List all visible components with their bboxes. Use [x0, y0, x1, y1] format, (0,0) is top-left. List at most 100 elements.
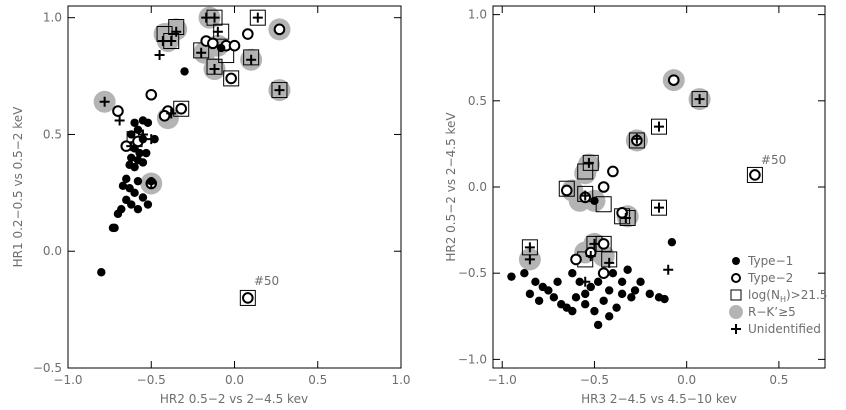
legend-label: Type−1	[747, 254, 793, 268]
filled-circle-marker	[549, 293, 559, 302]
x-tick-label: −0.5	[580, 373, 609, 387]
filled-circle-marker	[593, 277, 603, 287]
filled-circle-marker	[130, 162, 139, 172]
plus-marker	[654, 121, 664, 132]
x-tick-label: 0.0	[677, 373, 696, 387]
filled-circle-marker	[135, 148, 144, 158]
filled-circle-marker	[667, 237, 677, 247]
open-circle-marker	[145, 88, 158, 101]
legend-label: Unidentified	[748, 322, 821, 336]
filled-circle-marker	[581, 289, 590, 299]
open-circle-marker	[175, 102, 188, 115]
filled-circle-marker	[617, 289, 627, 299]
filled-circle-marker	[130, 118, 139, 127]
box-marker	[691, 91, 708, 108]
filled-circle-marker	[599, 296, 608, 305]
filled-circle-marker	[122, 174, 131, 184]
box-marker	[271, 82, 288, 99]
plus-marker	[580, 276, 591, 287]
filled-circle-marker	[636, 277, 645, 287]
open-circle-marker	[607, 165, 619, 178]
y-tick-label: 1.0	[468, 8, 487, 22]
filled-circle-marker	[590, 306, 599, 316]
plus-marker	[146, 134, 157, 145]
box-marker	[582, 154, 599, 171]
filled-circle-marker	[520, 268, 529, 278]
x-tick-label: 0.5	[308, 373, 327, 387]
open-circle-marker	[242, 292, 254, 304]
box-marker	[628, 132, 645, 149]
open-circle-marker	[749, 169, 761, 181]
open-circle-marker	[112, 105, 124, 117]
plus-marker	[154, 50, 165, 61]
plus-marker	[171, 26, 182, 37]
open-circle-marker	[273, 23, 286, 36]
filled-circle-marker	[538, 282, 547, 292]
plus-marker	[604, 257, 615, 268]
filled-circle-marker	[133, 204, 143, 214]
box-marker	[223, 70, 240, 87]
filled-circle-marker	[623, 265, 632, 274]
legend-open-circle	[731, 273, 741, 283]
filled-circle-marker	[568, 306, 577, 316]
open-circle-marker	[597, 181, 610, 193]
filled-circle-marker	[575, 277, 584, 287]
y-tick-label: 0.5	[43, 127, 62, 141]
box-marker	[239, 289, 256, 306]
y-tick-label: 0.5	[468, 94, 487, 108]
filled-circle-marker	[143, 118, 153, 127]
y-tick-label: 1.0	[43, 11, 62, 25]
filled-circle-marker	[531, 277, 540, 287]
right-y-axis-label: HR2 0.5−2 vs 2−4.5 keV	[444, 112, 458, 262]
filled-circle-marker	[130, 188, 139, 198]
open-circle-marker	[242, 28, 254, 40]
open-circle-marker	[228, 39, 241, 52]
filled-circle-marker	[133, 125, 143, 134]
x-tick-label: 0.5	[769, 373, 788, 387]
right-annotations: #50	[761, 153, 786, 167]
x-tick-label: 0.0	[225, 373, 244, 387]
legend-plus	[731, 324, 741, 334]
legend-label: log(NH)>21.5	[748, 288, 827, 304]
box-marker	[577, 163, 594, 180]
legend: Type−1 Type−2 log(NH)>21.5R−K’≥5 Unidentifi…	[729, 254, 827, 336]
plus-marker	[585, 250, 596, 261]
plus-marker	[209, 12, 220, 23]
plus-marker	[524, 242, 535, 253]
y-tick-label: −0.5	[33, 361, 62, 375]
box-marker	[249, 9, 266, 26]
legend-entry: log(NH)>21.5	[730, 288, 827, 304]
x-tick-label: 1.0	[391, 373, 410, 387]
plus-marker	[583, 157, 594, 168]
left-annotations: #50	[254, 274, 279, 288]
plus-marker	[589, 238, 600, 249]
y-tick-label: −0.5	[458, 266, 487, 280]
right-ticks: −1.0 −0.5 0.0 0.5 −1.0 −0.5 0.0 0.5 1.0	[458, 6, 825, 387]
filled-circle-marker	[216, 43, 226, 53]
y-tick-label: −1.0	[458, 352, 487, 366]
legend-entry: Unidentified	[731, 322, 821, 336]
plus-marker	[246, 54, 257, 65]
plus-marker	[524, 254, 535, 265]
filled-circle-marker	[127, 130, 136, 139]
filled-circle-marker	[553, 277, 562, 287]
box-marker	[746, 166, 763, 183]
filled-circle-marker	[138, 193, 148, 202]
filled-circle-marker	[593, 320, 603, 330]
filled-circle-marker	[605, 312, 614, 321]
plus-marker	[212, 26, 223, 37]
plus-marker	[146, 178, 157, 189]
legend-entry: Type−2	[731, 271, 793, 285]
open-circle-marker	[158, 109, 171, 122]
y-tick-label: 0.0	[468, 180, 487, 194]
left-plot-frame	[67, 5, 402, 369]
left-x-axis-label: HR2 0.5−2 vs 2−4.5 kev	[160, 392, 308, 406]
point-annotation: #50	[254, 274, 279, 288]
legend-label: R−K’≥5	[748, 305, 796, 319]
plus-marker	[209, 64, 220, 75]
plus-marker	[114, 115, 125, 126]
plus-marker	[252, 12, 263, 23]
filled-circle-marker	[586, 282, 595, 292]
box-marker	[651, 199, 667, 216]
filled-circle-marker	[108, 223, 118, 233]
